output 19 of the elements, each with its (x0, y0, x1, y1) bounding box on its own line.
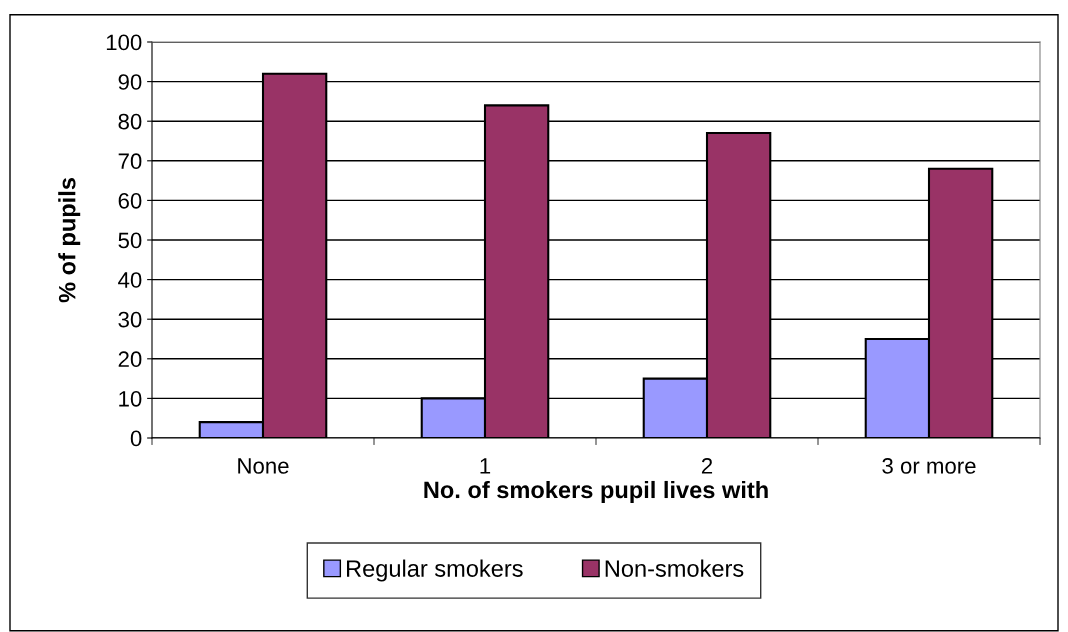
x-tick-label: 1 (480, 458, 491, 474)
y-tick-label: 10 (119, 390, 142, 407)
x-axis-title: No. of smokers pupil lives with (424, 480, 768, 503)
y-tick-label: 20 (118, 351, 142, 368)
x-tick-label: None (238, 458, 289, 474)
y-tick-label: 60 (118, 192, 142, 209)
y-tick-label: 0 (130, 430, 142, 447)
legend-label: Regular smokers (347, 559, 523, 582)
y-tick-label: 90 (118, 74, 142, 90)
x-tick-label: 2 (701, 458, 713, 474)
x-tick-label: 3 or more (882, 458, 976, 474)
y-tick-label: 80 (118, 113, 142, 130)
y-tick-label: 70 (118, 153, 142, 170)
y-axis-title: % of pupils (58, 178, 81, 303)
y-tick-label: 40 (118, 272, 142, 288)
legend-label: Non-smokers (605, 559, 744, 577)
y-tick-label: 30 (118, 311, 142, 328)
y-tick-label: 50 (118, 232, 142, 249)
y-tick-label: 100 (106, 34, 142, 51)
